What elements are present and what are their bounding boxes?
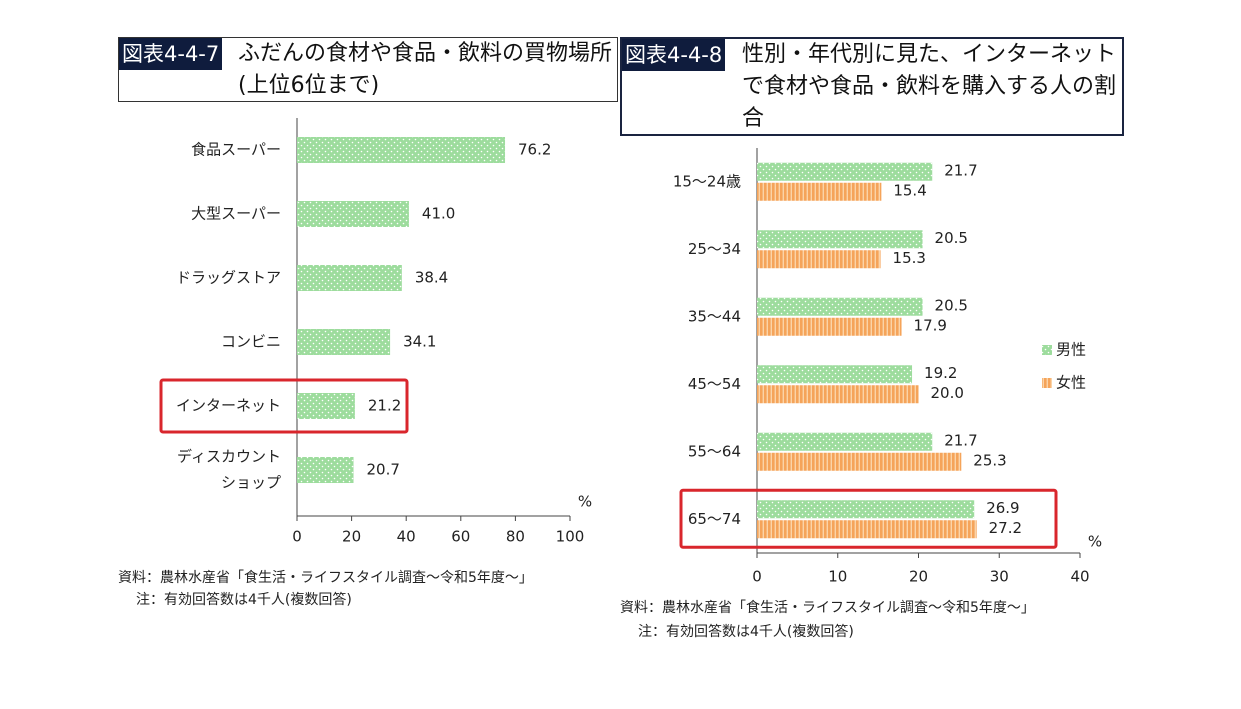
chart2-category-label: 55～64 bbox=[688, 442, 741, 460]
chart2-legend-label: 女性 bbox=[1056, 374, 1086, 392]
chart1-bar bbox=[297, 393, 355, 419]
chart2-data-label: 21.7 bbox=[944, 161, 977, 179]
figure-2-title: 性別・年代別に見た、インターネットで食材や食品・飲料を購入する人の割合 bbox=[742, 42, 1117, 131]
chart1-x-tick-label: 100 bbox=[556, 528, 585, 546]
chart2-unit-label: % bbox=[1088, 533, 1102, 551]
chart-internet-purchase-by-age-gender: 0 10 20 30 40% 21.7 15.4 15～24歳 20.5 15.3 25～34 20.… bbox=[673, 148, 1102, 586]
chart1-category-label: インターネット bbox=[176, 397, 281, 415]
chart1-bar bbox=[297, 329, 391, 355]
chart2-data-label: 20.5 bbox=[935, 296, 968, 314]
figure-1-title-box: 図表4-4-7 ふだんの食材や食品・飲料の買物場所(上位6位まで) bbox=[118, 37, 618, 102]
chart-shopping-places: 0 20 40 60 80 100% 76.2 食品スーパー 41.0 大型スーパー 38.4 ドラッ… bbox=[159, 118, 592, 546]
chart2-x-tick-label: 10 bbox=[828, 568, 847, 586]
chart2-category-label: 45～54 bbox=[688, 375, 741, 393]
chart2-bar-male bbox=[757, 230, 923, 249]
chart2-x-tick-label: 0 bbox=[752, 568, 762, 586]
chart1-bar bbox=[297, 457, 354, 483]
chart1-highlight-box bbox=[159, 378, 409, 434]
figure-1-source: 資料：農林水産省「食生活・ライフスタイル調査～令和5年度～」 bbox=[118, 570, 533, 586]
chart2-bar-female bbox=[757, 250, 881, 269]
chart1-category-label: 食品スーパー bbox=[191, 141, 281, 159]
figure-2-title-box: 図表4-4-8 性別・年代別に見た、インターネットで食材や食品・飲料を購入する人… bbox=[620, 37, 1124, 136]
figure-2-label: 図表4-4-8 bbox=[622, 39, 726, 71]
chart2-bar-female bbox=[757, 317, 902, 336]
chart2-data-label: 19.2 bbox=[924, 364, 957, 382]
chart2-data-label: 26.9 bbox=[986, 499, 1019, 517]
chart2-category-label: 15～24歳 bbox=[673, 172, 741, 190]
figure-2-note: 注：有効回答数は4千人(複数回答) bbox=[638, 624, 854, 640]
chart2-legend-swatch bbox=[1042, 378, 1052, 388]
chart1-category-label: ドラッグストア bbox=[176, 269, 281, 287]
chart1-data-label: 76.2 bbox=[518, 141, 551, 159]
chart1-category-label: コンビニ bbox=[221, 333, 281, 351]
chart2-x-tick-label: 40 bbox=[1070, 568, 1089, 586]
chart1-category-label: ディスカウント bbox=[177, 448, 281, 466]
chart1-data-label: 20.7 bbox=[367, 461, 400, 479]
chart1-x-tick-label: 20 bbox=[342, 528, 361, 546]
chart2-x-tick-label: 30 bbox=[990, 568, 1009, 586]
chart2-legend-swatch bbox=[1042, 345, 1052, 355]
chart1-x-tick-label: 80 bbox=[506, 528, 525, 546]
chart1-bar bbox=[297, 201, 409, 227]
chart2-data-label: 15.3 bbox=[893, 249, 926, 267]
chart2-bar-male bbox=[757, 162, 933, 181]
chart2-bar-female bbox=[757, 182, 882, 201]
chart1-bar bbox=[297, 137, 506, 163]
chart2-bar-male bbox=[757, 500, 975, 519]
chart2-category-label: 25～34 bbox=[688, 240, 741, 258]
chart2-bar-male bbox=[757, 432, 933, 451]
figure-1-label: 図表4-4-7 bbox=[119, 38, 223, 70]
chart1-category-label: 大型スーパー bbox=[191, 205, 281, 223]
chart1-bar bbox=[297, 265, 402, 291]
chart1-x-tick-label: 0 bbox=[292, 528, 302, 546]
chart1-unit-label: % bbox=[578, 493, 592, 511]
chart2-bar-male bbox=[757, 297, 923, 316]
chart2-bar-male bbox=[757, 365, 913, 384]
chart2-x-tick-label: 20 bbox=[909, 568, 928, 586]
chart1-data-label: 38.4 bbox=[415, 269, 448, 287]
chart1-data-label: 34.1 bbox=[403, 333, 436, 351]
chart2-data-label: 17.9 bbox=[914, 316, 947, 334]
chart2-category-label: 65～74 bbox=[688, 510, 741, 528]
chart2-legend-label: 男性 bbox=[1056, 341, 1086, 359]
chart1-data-label: 41.0 bbox=[422, 205, 455, 223]
chart2-bar-female bbox=[757, 385, 919, 404]
chart2-category-label: 35～44 bbox=[688, 307, 741, 325]
chart2-data-label: 27.2 bbox=[989, 519, 1022, 537]
chart1-x-tick-label: 60 bbox=[451, 528, 470, 546]
chart2-bar-female bbox=[757, 520, 977, 539]
chart2-data-label: 21.7 bbox=[944, 431, 977, 449]
chart2-data-label: 20.5 bbox=[935, 229, 968, 247]
chart2-data-label: 25.3 bbox=[973, 451, 1006, 469]
chart1-data-label: 21.2 bbox=[368, 397, 401, 415]
chart1-x-tick-label: 40 bbox=[397, 528, 416, 546]
chart1-category-label: ショップ bbox=[221, 474, 281, 492]
figure-1-note: 注：有効回答数は4千人(複数回答) bbox=[136, 592, 352, 608]
figure-1-title: ふだんの食材や食品・飲料の買物場所(上位6位まで) bbox=[238, 41, 613, 98]
chart2-data-label: 20.0 bbox=[931, 384, 964, 402]
figure-2-source: 資料：農林水産省「食生活・ライフスタイル調査～令和5年度～」 bbox=[620, 600, 1035, 616]
chart2-data-label: 15.4 bbox=[893, 181, 926, 199]
chart2-highlight-box bbox=[679, 488, 1058, 549]
chart2-bar-female bbox=[757, 452, 962, 471]
